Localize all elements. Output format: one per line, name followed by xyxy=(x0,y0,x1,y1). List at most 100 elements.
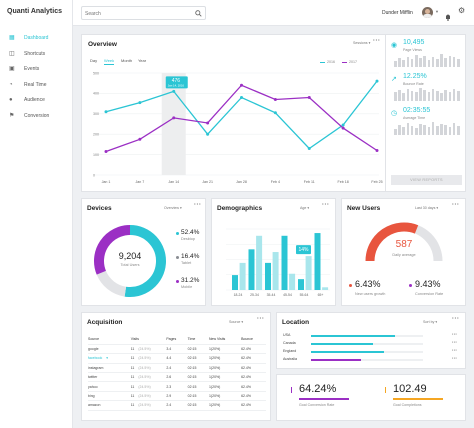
more-options-icon[interactable]: ··· xyxy=(373,38,381,44)
gear-icon[interactable]: ⚙ xyxy=(458,6,466,15)
bar[interactable] xyxy=(248,249,255,290)
bar[interactable] xyxy=(322,287,329,290)
new-visits-cell: 1(20%) xyxy=(209,394,221,399)
data-point[interactable] xyxy=(240,83,243,87)
column-header[interactable]: Bounce xyxy=(241,337,253,342)
data-point[interactable] xyxy=(104,110,108,114)
table-row[interactable]: instagram 11 (24.5%) 2.4 02:15 1(20%) 62.4% xyxy=(88,363,266,373)
sparkline-bar xyxy=(440,124,443,135)
chevron-down-icon[interactable]: ▼ xyxy=(435,9,439,14)
bar[interactable] xyxy=(256,235,263,290)
more-options-icon[interactable]: ··· xyxy=(194,202,202,208)
sparkline-bar xyxy=(394,61,397,67)
column-header[interactable]: New Visits xyxy=(209,337,226,342)
bar[interactable] xyxy=(281,235,288,290)
donut-slice-tablet[interactable] xyxy=(96,270,127,297)
more-options-icon[interactable]: ··· xyxy=(452,316,460,322)
sessions-selector[interactable]: Sessions ▾ xyxy=(353,41,370,45)
column-header[interactable]: Time xyxy=(187,337,196,342)
sidebar-item-shortcuts[interactable]: ◫ Shortcuts xyxy=(0,47,73,61)
data-point[interactable] xyxy=(206,121,210,125)
sidebar-item-audience[interactable]: ● Audience xyxy=(0,93,73,107)
sparkline-bar xyxy=(436,59,439,67)
table-body: google 11 (24.5%) 3.4 02:15 1(20%) 62.4% facebo… xyxy=(88,344,266,411)
tab-day[interactable]: Day xyxy=(90,58,98,63)
table-row[interactable]: twitter 11 (24.5%) 2.6 02:15 1(20%) 62.4% xyxy=(88,373,266,382)
sidebar-item-dashboard[interactable]: ▦ Dashboard xyxy=(0,31,73,45)
source-name: amazon xyxy=(88,403,101,408)
age-selector[interactable]: Age ▾ xyxy=(300,206,310,210)
data-point[interactable] xyxy=(273,111,277,115)
country-name: USA xyxy=(283,333,291,337)
bar[interactable] xyxy=(232,275,238,290)
bar[interactable] xyxy=(265,262,271,290)
column-header[interactable]: Source xyxy=(88,337,100,342)
source-cell: yahoo xyxy=(88,382,131,391)
data-point[interactable] xyxy=(273,98,277,102)
x-tick-label: Feb 4 xyxy=(271,180,280,184)
sidebar-item-events[interactable]: ▣ Events xyxy=(0,62,73,76)
data-point[interactable] xyxy=(307,95,311,99)
bell-icon[interactable] xyxy=(445,8,451,21)
source-selector[interactable]: Source ▾ xyxy=(229,320,244,324)
data-point[interactable] xyxy=(240,95,243,99)
bar[interactable] xyxy=(239,262,246,290)
data-point[interactable] xyxy=(341,126,345,130)
more-options-icon[interactable]: ··· xyxy=(452,348,457,354)
search-input[interactable] xyxy=(85,9,185,18)
bounce-cell: 62.4% xyxy=(241,365,251,370)
devices-selector[interactable]: Overview ▾ xyxy=(164,206,182,210)
table-row[interactable]: amazon 11 (24.5%) 2.4 02:15 1(20%) 62.4% xyxy=(88,401,266,411)
data-point[interactable] xyxy=(375,79,379,83)
sparkline-bar xyxy=(431,122,435,135)
data-point[interactable] xyxy=(206,132,210,136)
data-point[interactable] xyxy=(138,137,142,141)
bar[interactable] xyxy=(298,279,304,290)
more-options-icon[interactable]: ··· xyxy=(322,202,330,208)
tab-month[interactable]: Month xyxy=(121,58,133,63)
data-point[interactable] xyxy=(138,101,142,105)
column-header[interactable]: Pages xyxy=(166,337,177,342)
search-box[interactable] xyxy=(81,6,206,20)
table-row[interactable]: facebook ▾ 11 (24.5%) 4.4 02:15 1(20%) 62.4% xyxy=(88,354,266,364)
sort-selector[interactable]: Sort by ▾ xyxy=(423,320,438,324)
sidebar-item-conversion[interactable]: ⚑ Conversion xyxy=(0,109,73,123)
more-options-icon[interactable]: ··· xyxy=(452,340,457,346)
stat-value: 12.25% xyxy=(403,73,427,80)
tab-week[interactable]: Week xyxy=(104,58,115,65)
donut-slice-mobile[interactable] xyxy=(94,225,131,275)
data-point[interactable] xyxy=(172,89,176,93)
search-icon[interactable] xyxy=(195,10,202,17)
sidebar-item-real-time[interactable]: ◔ Real Time xyxy=(0,78,73,92)
y-tick-label: 0 xyxy=(93,173,95,177)
data-point[interactable] xyxy=(375,149,379,153)
visits-value: 11 xyxy=(130,384,135,389)
bar[interactable] xyxy=(314,233,321,290)
more-options-icon[interactable]: ··· xyxy=(452,202,460,208)
goal-bar xyxy=(299,398,349,400)
table-row[interactable]: yahoo 11 (24.5%) 2.3 02:15 1(20%) 62.4% xyxy=(88,382,266,392)
donut-slice-desktop[interactable] xyxy=(124,225,166,297)
table-row[interactable]: bing 11 (24.5%) 2.9 02:15 1(20%) 62.4% xyxy=(88,391,266,401)
avatar[interactable] xyxy=(422,7,433,18)
data-point[interactable] xyxy=(307,146,311,150)
new-users-stat-value: 9.43% xyxy=(415,279,441,289)
user-name[interactable]: Dunder Mifflin xyxy=(382,10,413,16)
view-reports-button[interactable]: VIEW REPORTS xyxy=(391,175,462,185)
bar[interactable] xyxy=(305,256,312,290)
more-options-icon[interactable]: ··· xyxy=(257,316,265,322)
sparkline-bar xyxy=(415,55,418,67)
x-tick-label: 18-24 xyxy=(234,293,243,297)
table-row[interactable]: google 11 (24.5%) 3.4 02:15 1(20%) 62.4% xyxy=(88,344,266,354)
tab-year[interactable]: Year xyxy=(138,58,147,63)
period-selector[interactable]: Last 30 days ▾ xyxy=(415,206,439,210)
data-point[interactable] xyxy=(104,150,108,154)
bar[interactable] xyxy=(272,252,279,290)
timer-icon: ◷ xyxy=(391,110,398,117)
data-point[interactable] xyxy=(172,116,176,120)
more-options-icon[interactable]: ··· xyxy=(452,332,457,338)
more-options-icon[interactable]: ··· xyxy=(452,356,457,362)
column-header[interactable]: Visits xyxy=(130,337,140,342)
data-point[interactable] xyxy=(341,123,345,127)
bar[interactable] xyxy=(289,273,296,290)
